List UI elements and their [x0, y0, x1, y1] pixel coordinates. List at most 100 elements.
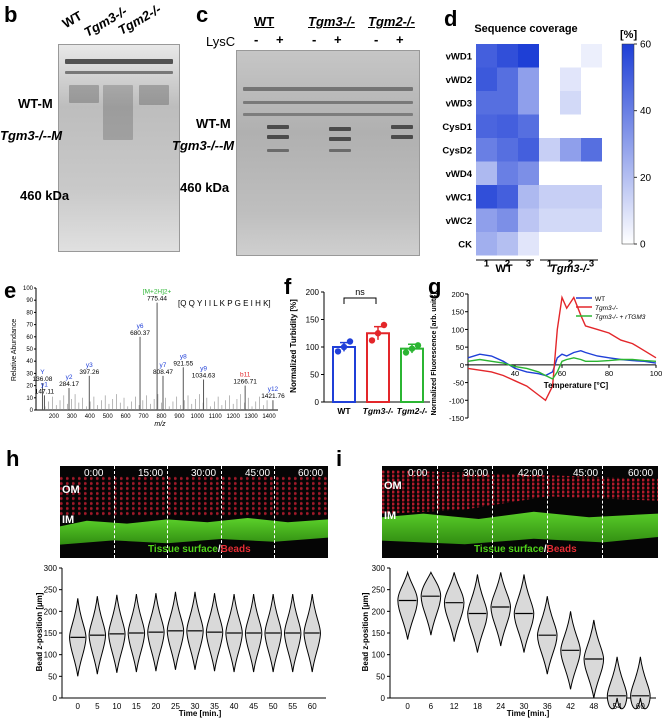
- line-ytick-label: -50: [453, 379, 464, 388]
- heatmap-cell: [518, 138, 539, 162]
- heatmap-cell: [581, 44, 602, 68]
- heatmap-cell: [497, 185, 518, 209]
- heatmap-col-label: 2: [568, 259, 573, 270]
- heatmap-cell: [539, 44, 560, 68]
- spectrum-peak-ion: y9: [200, 366, 207, 373]
- spectrum-xtick-label: 1200: [227, 414, 241, 420]
- spectrum-xtick-label: 700: [139, 414, 150, 420]
- im-label-h: IM: [62, 514, 75, 526]
- line-ytick-label: 150: [451, 308, 464, 317]
- spectrum-peak-mz: 1266.71: [233, 379, 257, 386]
- heatmap-cell: [539, 91, 560, 115]
- heatmap-cell: [560, 232, 581, 256]
- heatmap-cell: [581, 91, 602, 115]
- line-ytick-label: 50: [456, 343, 464, 352]
- line-xtick-label: 80: [605, 369, 613, 378]
- heatmap-cell: [581, 232, 602, 256]
- spectrum-ytick-label: 90: [26, 298, 33, 304]
- heatmap-cell: [539, 161, 560, 185]
- line-xtick-label: 60: [558, 369, 566, 378]
- marker-tgm3-m-b: Tgm3-/--M: [0, 128, 63, 143]
- heatmap-cell: [476, 67, 497, 91]
- heatmap-cell: [497, 161, 518, 185]
- line-series: [467, 357, 657, 380]
- caption-h: Tissue surface/Beads: [148, 544, 251, 555]
- heatmap-col-label: 2: [505, 259, 510, 270]
- heatmap-cell: [539, 232, 560, 256]
- heatmap-cell: [497, 208, 518, 232]
- heatmap-row-label: vWD2: [446, 75, 472, 86]
- heatmap-cell: [560, 138, 581, 162]
- heatmap-cell: [497, 138, 518, 162]
- heatmap-cell: [539, 185, 560, 209]
- panel-letter-c: c: [196, 2, 209, 27]
- violin: [630, 656, 651, 710]
- violin-category-label: 35: [210, 702, 219, 711]
- bar-point: [380, 321, 388, 329]
- violin-ytick-label: 200: [44, 607, 58, 616]
- line-series: [467, 294, 657, 402]
- spectrum-peak-mz: 680.37: [130, 330, 150, 337]
- spectrum-peak-mz: 284.17: [59, 381, 79, 388]
- heatmap-chart: Sequence coverage vWD1 vWD2 vWD3 CysD1 CysD2…: [442, 23, 652, 275]
- violin-category-label: 12: [450, 702, 459, 711]
- heatmap-cell: [476, 185, 497, 209]
- time-i-1: 30:00: [463, 468, 489, 479]
- marker-tgm3-m-c: Tgm3-/--M: [172, 138, 235, 153]
- line-xtick-label: 100: [650, 369, 662, 378]
- heatmap-cell: [476, 91, 497, 115]
- heatmap-cell: [560, 44, 581, 68]
- spectrum-peak-ion: y6: [137, 323, 144, 330]
- fluorescence-line-chart: Normalized Fluorescence [arb. units] -15…: [431, 290, 662, 423]
- group-label-tgm3: Tgm3-/-: [308, 14, 355, 29]
- lysc-sign-3: -: [312, 32, 317, 47]
- spectrum-xtick-label: 500: [103, 414, 114, 420]
- lysc-sign-4: +: [334, 32, 342, 47]
- spectrum-xtick-label: 200: [49, 414, 60, 420]
- spectrum-ytick-label: 70: [26, 323, 33, 329]
- violin: [397, 570, 418, 640]
- spectrum-ytick-label: 30: [26, 371, 33, 377]
- line-xtick-label: 40: [511, 369, 519, 378]
- heatmap-cell: [581, 114, 602, 138]
- violin-category-label: 60: [308, 702, 317, 711]
- violin-category-label: 42: [566, 702, 575, 711]
- violin-ytick-label: 300: [44, 564, 58, 573]
- spectrum-xtick-label: 1400: [262, 414, 276, 420]
- heatmap-cell: [476, 114, 497, 138]
- heatmap-cell: [539, 67, 560, 91]
- spectrum-ytick-label: 0: [30, 408, 34, 414]
- line-ytick-label: -100: [449, 396, 464, 405]
- spectrum-xtick-label: 400: [85, 414, 96, 420]
- time-i-4: 60:00: [628, 468, 654, 479]
- spectrum-peak-mz: 775.44: [147, 296, 167, 303]
- panel-letter-b: b: [4, 2, 18, 27]
- bar-point: [346, 338, 354, 345]
- violin-category-label: 0: [76, 702, 81, 711]
- spectrum-xtick-label: 1000: [191, 414, 205, 420]
- bar-ytick-label: 0: [315, 398, 320, 407]
- bar: [400, 347, 424, 403]
- spectrum-ytick-label: 40: [26, 359, 33, 365]
- bar-point: [374, 330, 382, 337]
- time-h-3: 45:00: [245, 468, 271, 479]
- violin-ytick-label: 250: [44, 586, 58, 595]
- group-label-tgm3-d: Tgm3-/-: [550, 263, 590, 275]
- violin: [420, 571, 442, 636]
- violin-category-label: 6: [429, 702, 434, 711]
- violin-category-label: 36: [543, 702, 552, 711]
- gel-image-c: [236, 50, 420, 256]
- marker-460kda-b: 460 kDa: [20, 188, 70, 203]
- spectrum-peak-mz: 147.11: [35, 388, 55, 395]
- time-h-0: 0:00: [84, 468, 104, 479]
- violin-ytick-label: 50: [376, 672, 385, 681]
- lysc-label: LysC: [206, 34, 236, 49]
- heatmap-cell: [518, 44, 539, 68]
- marker-460kda-c: 460 kDa: [180, 180, 230, 195]
- violin-ytick-label: 300: [372, 564, 386, 573]
- heatmap-col-label: 1: [547, 259, 553, 270]
- violin-category-label: 50: [269, 702, 278, 711]
- colorbar-tick-label: 20: [640, 173, 652, 184]
- heatmap-cell: [560, 208, 581, 232]
- panel-letter-d: d: [444, 6, 458, 31]
